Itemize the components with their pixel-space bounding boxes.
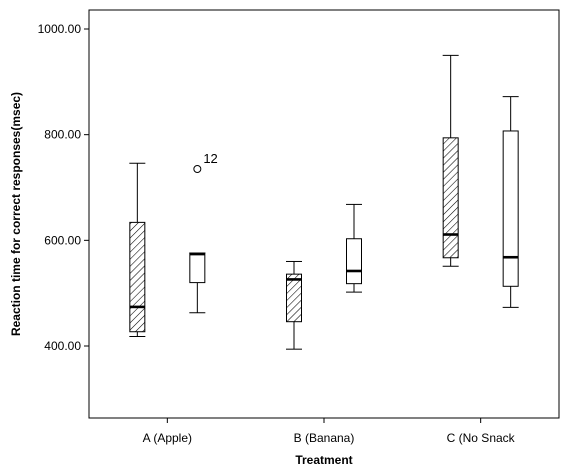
- plot-frame: [88, 9, 560, 419]
- box-body: [189, 252, 206, 284]
- box-group: [129, 162, 146, 337]
- x-tick-label: A (Apple): [143, 431, 192, 445]
- y-tick-label: 400.00: [44, 339, 81, 353]
- box-group: [502, 96, 519, 308]
- x-tick-label: C (No Snack: [447, 431, 516, 445]
- box-body: [442, 137, 459, 259]
- box-group: [442, 54, 459, 267]
- x-axis: A (Apple) B (Banana) C (No Snack: [143, 418, 516, 445]
- box-body: [346, 238, 362, 285]
- box-group: [346, 203, 362, 293]
- box-body: [129, 221, 146, 333]
- outlier-label: 12: [203, 151, 217, 166]
- y-axis-title: Reaction time for correct responses(msec…: [9, 92, 23, 336]
- y-tick-label: 600.00: [44, 233, 81, 247]
- box-body: [286, 273, 302, 323]
- y-tick-label: 1000.00: [38, 22, 82, 36]
- y-tick-label: 800.00: [44, 128, 81, 142]
- y-axis: 400.00 600.00 800.00 1000.00: [38, 22, 89, 353]
- box-group: [286, 260, 302, 350]
- box-group: 12: [189, 151, 218, 314]
- box-body: [502, 130, 519, 287]
- outlier-point: [193, 165, 202, 174]
- x-tick-label: B (Banana): [294, 431, 355, 445]
- x-axis-title: Treatment: [295, 453, 352, 467]
- boxes-group: 12: [129, 54, 519, 350]
